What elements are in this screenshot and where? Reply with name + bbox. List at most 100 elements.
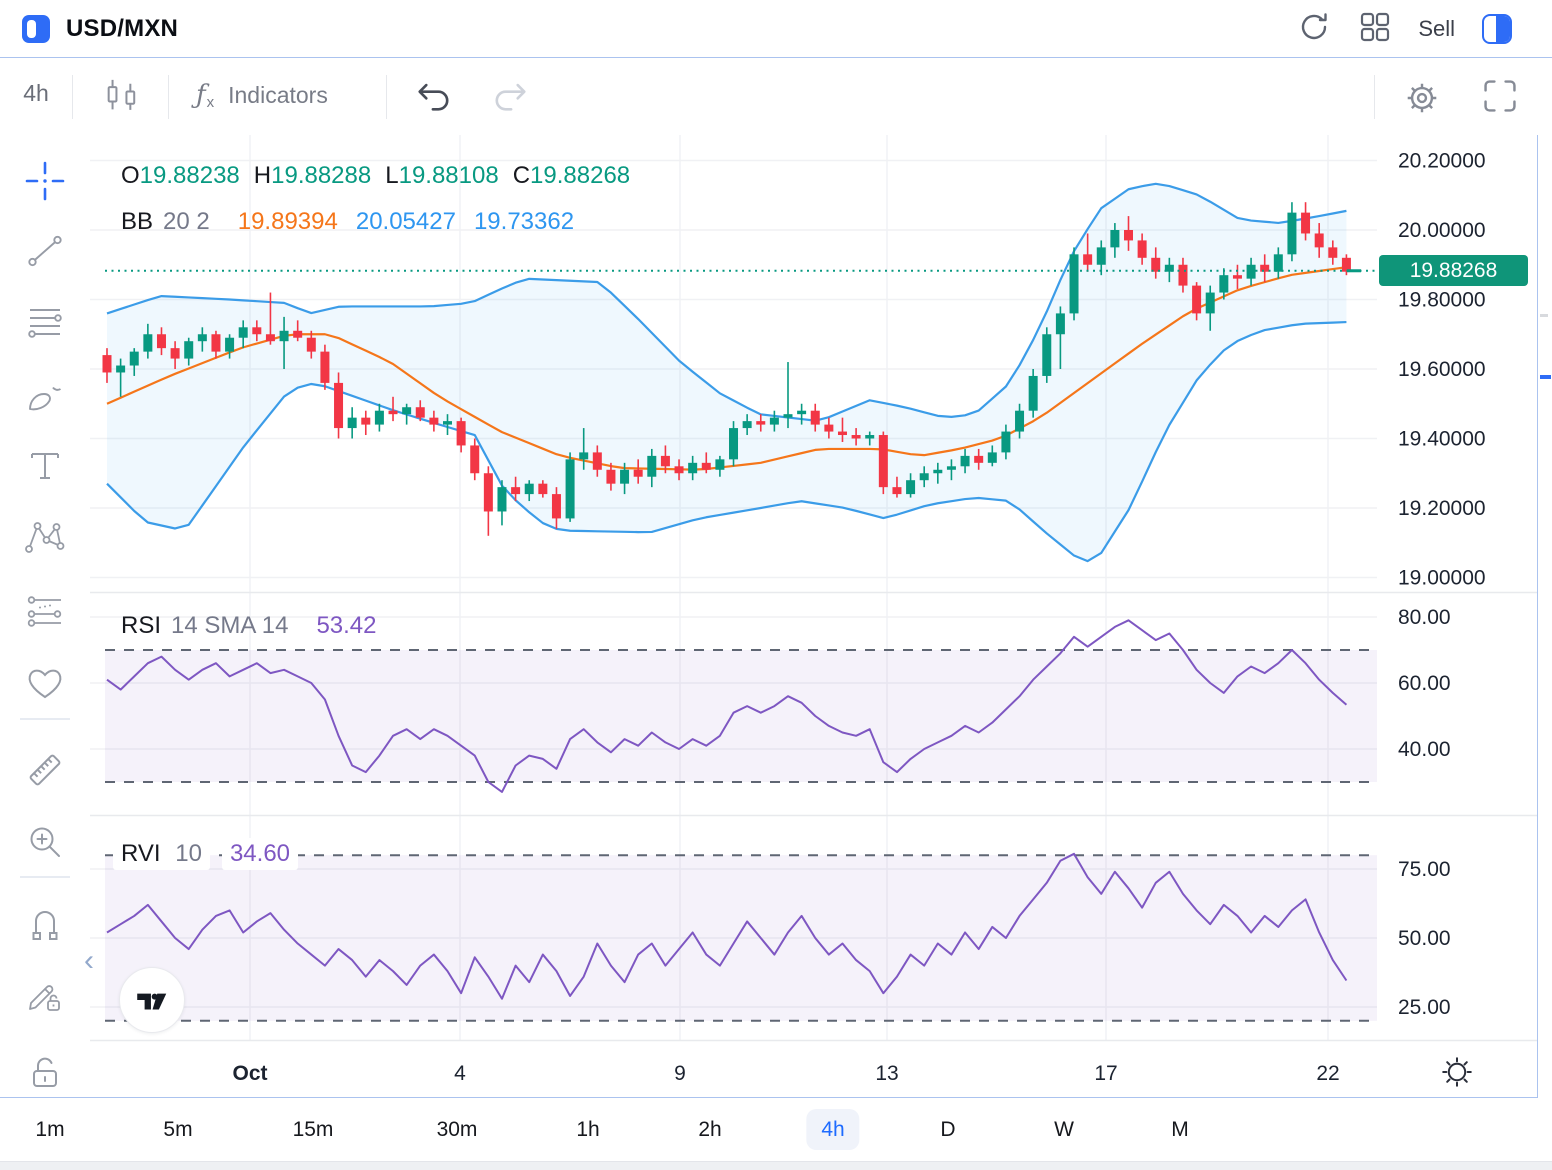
bb-upper-line — [106, 182, 1347, 422]
time-axis-label: 22 — [1316, 1062, 1339, 1085]
symbol-logo-icon[interactable] — [22, 14, 50, 43]
magnet-tool[interactable] — [23, 903, 67, 947]
rvi-axis-label: 75.00 — [1398, 858, 1451, 881]
forecast-tool[interactable] — [23, 589, 67, 633]
drawing-lock-tool[interactable] — [23, 974, 67, 1018]
rvi-legend[interactable]: RVI 10 34.60 — [113, 838, 299, 870]
toolbar-divider — [1374, 75, 1375, 119]
timeframe-bar: 1m 5m 15m 30m 1h 2h 4h D W M — [0, 1098, 1552, 1161]
rsi-label: RSI — [121, 612, 162, 639]
trend-line-icon — [28, 235, 62, 267]
sell-button[interactable]: Sell — [1418, 15, 1455, 41]
horizontal-lines-icon — [28, 309, 62, 338]
high-label: H — [253, 162, 272, 189]
lock-all-tool[interactable] — [23, 1050, 67, 1094]
forecast-icon — [27, 596, 62, 627]
rsi-band — [105, 650, 1377, 782]
toolbar-divider — [72, 75, 73, 119]
fullscreen-button[interactable] — [1480, 76, 1520, 119]
refresh-button[interactable] — [1296, 9, 1332, 48]
bb-label: BB — [121, 208, 154, 235]
widget-border-right — [1537, 57, 1538, 1098]
undo-button[interactable] — [412, 76, 456, 117]
rvi-axis-label: 50.00 — [1398, 927, 1451, 950]
drawing-sidebar — [0, 135, 90, 1097]
bb-lower-line — [106, 320, 1347, 563]
zoom-in-tool[interactable] — [23, 820, 67, 864]
bb-basis-value: 19.89394 — [237, 208, 338, 235]
timeframe-4h[interactable]: 4h — [806, 1109, 860, 1150]
indicators-label: Indicators — [228, 82, 328, 108]
bb-legend[interactable]: BB 20 2 19.89394 20.05427 19.73362 — [121, 208, 574, 236]
settings-button[interactable] — [1400, 76, 1444, 123]
timeframe-1m[interactable]: 1m — [25, 1109, 74, 1150]
sidebar-divider — [20, 876, 70, 878]
fullscreen-icon — [1484, 80, 1516, 112]
horizontal-lines-tool[interactable] — [23, 299, 67, 343]
timeframe-1h[interactable]: 1h — [566, 1109, 609, 1150]
heart-icon — [28, 669, 62, 699]
xabcd-pattern-tool[interactable] — [23, 515, 67, 559]
timeframe-30m[interactable]: 30m — [427, 1109, 488, 1150]
crosshair-tool[interactable] — [23, 159, 67, 203]
ohlc-legend[interactable]: O 19.88238 H 19.88288 L 19.88108 C 19.88… — [121, 162, 630, 190]
ruler-tool[interactable] — [23, 748, 67, 792]
redo-icon — [495, 83, 526, 111]
sell-toggle-icon[interactable] — [1482, 13, 1512, 44]
open-value: 19.88238 — [139, 162, 240, 189]
layout-grid-button[interactable] — [1359, 11, 1391, 46]
symbol-title: USD/MXN — [66, 14, 179, 42]
rsi-legend[interactable]: RSI 14 SMA 14 53.42 — [121, 612, 377, 640]
close-value: 19.88268 — [530, 162, 631, 189]
low-value: 19.88108 — [398, 162, 499, 189]
sidebar-collapse-chevron[interactable]: ‹ — [84, 944, 94, 977]
text-tool[interactable] — [23, 444, 67, 488]
gutter-blue-tick[interactable] — [1540, 375, 1551, 379]
widget-border-bottom — [0, 1097, 1538, 1098]
theme-sun-icon[interactable] — [1437, 1052, 1477, 1092]
text-icon — [31, 453, 59, 479]
interval-button[interactable]: 4h — [14, 80, 58, 107]
gutter-grey-tick — [1540, 314, 1548, 317]
widget-border-top — [0, 57, 1552, 58]
low-label: L — [385, 162, 399, 189]
crosshair-icon — [25, 161, 65, 201]
xabcd-pattern-icon — [25, 522, 65, 553]
rvi-label: RVI — [121, 840, 161, 867]
time-axis-label: 17 — [1094, 1062, 1117, 1085]
time-axis-label: Oct — [232, 1062, 267, 1085]
tradingview-logo[interactable] — [119, 967, 185, 1033]
magnet-icon — [32, 911, 58, 940]
rsi-axis-label: 40.00 — [1398, 738, 1451, 761]
price-axis-label: 19.20000 — [1398, 497, 1486, 520]
bottom-strip — [0, 1161, 1552, 1170]
rvi-line — [106, 852, 1348, 1000]
toolbar-divider — [168, 75, 169, 119]
timeframe-15m[interactable]: 15m — [283, 1109, 344, 1150]
timeframe-M[interactable]: M — [1161, 1109, 1199, 1150]
open-label: O — [121, 162, 140, 189]
tradingview-logo-icon — [137, 993, 167, 1010]
rsi-line — [106, 619, 1348, 793]
bb-upper-value: 20.05427 — [355, 208, 456, 235]
time-axis-label: 4 — [454, 1062, 466, 1085]
rvi-params: 10 — [175, 840, 202, 867]
rsi-axis-label: 60.00 — [1398, 672, 1451, 695]
favorites-heart-tool[interactable] — [23, 661, 67, 705]
timeframe-2h[interactable]: 2h — [688, 1109, 731, 1150]
timeframe-D[interactable]: D — [930, 1109, 965, 1150]
candles — [102, 202, 1351, 536]
fx-icon: ƒ — [196, 80, 206, 110]
timeframe-5m[interactable]: 5m — [153, 1109, 202, 1150]
timeframe-W[interactable]: W — [1044, 1109, 1084, 1150]
brush-tool[interactable] — [23, 374, 67, 418]
bb-basis-line — [106, 266, 1347, 471]
candle-style-button[interactable] — [102, 76, 142, 119]
trend-line-tool[interactable] — [23, 229, 67, 273]
rvi-band — [105, 855, 1377, 1021]
rsi-value: 53.42 — [316, 612, 377, 639]
redo-button[interactable] — [488, 76, 532, 117]
